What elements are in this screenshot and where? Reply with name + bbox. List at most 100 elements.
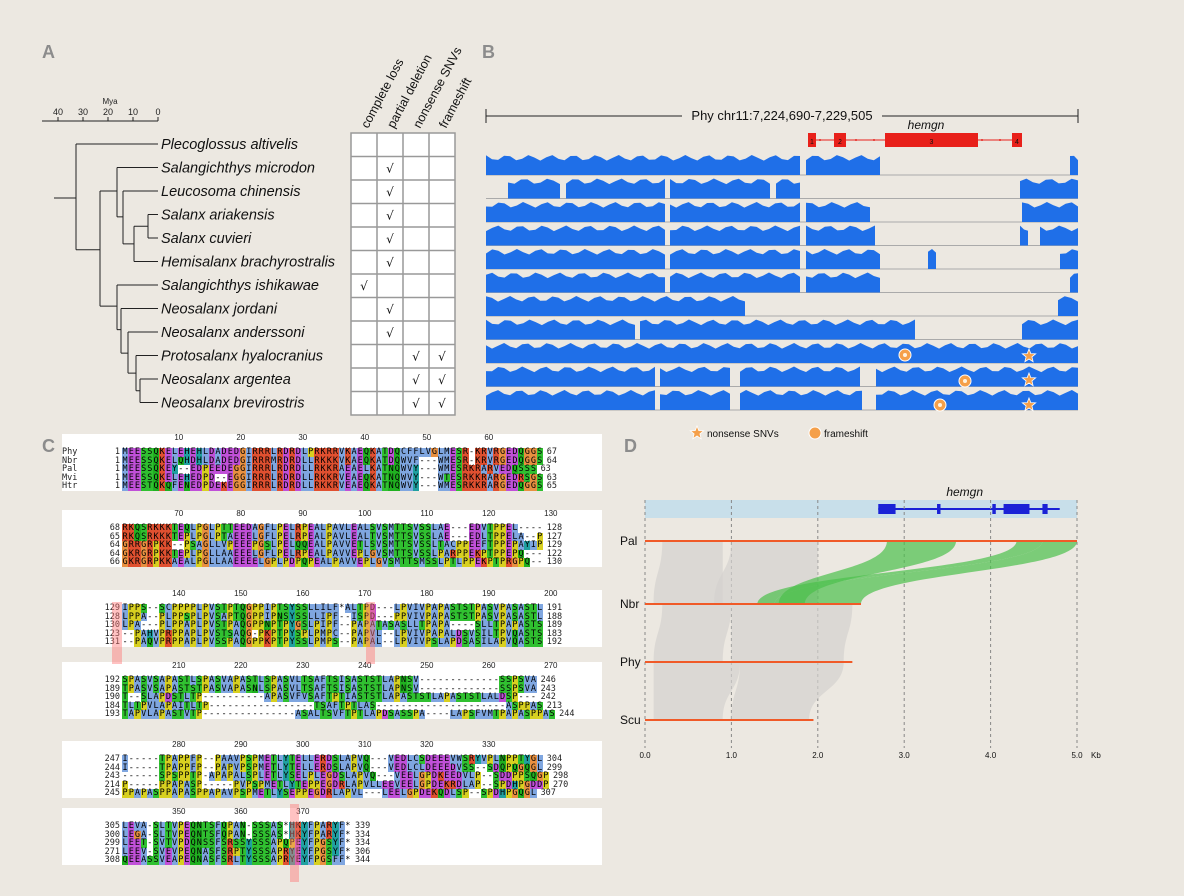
residue: D <box>295 455 302 466</box>
residue: I <box>245 472 252 483</box>
residue: - <box>481 771 487 782</box>
residue: D <box>196 472 203 483</box>
residue: F <box>338 709 345 720</box>
residue: - <box>450 675 456 685</box>
residue: E <box>134 447 141 457</box>
residue: Y <box>289 846 296 857</box>
residue: I <box>344 692 351 703</box>
residue: A <box>375 455 382 466</box>
residue: P <box>183 540 191 551</box>
residue: - <box>215 709 221 720</box>
residue: - <box>128 771 134 782</box>
residue: - <box>153 754 159 764</box>
residue: V <box>208 603 215 613</box>
residue: S <box>499 675 506 685</box>
residue: P <box>251 611 259 622</box>
residue: - <box>141 620 147 631</box>
residue: - <box>227 700 233 711</box>
residue: R <box>295 531 302 542</box>
ruler-tick: 200 <box>544 589 558 598</box>
residue: L <box>289 540 296 551</box>
residue: A <box>338 557 345 568</box>
residue: L <box>307 637 314 648</box>
residue: V <box>171 846 178 857</box>
residue: - <box>153 771 159 782</box>
residue: P <box>443 692 450 703</box>
sequence-start: 189 <box>104 683 120 694</box>
residue: A <box>233 821 240 831</box>
sequence-end: 304 <box>546 754 563 764</box>
residue: F <box>332 700 339 711</box>
residue: A <box>518 603 525 613</box>
residue: A <box>518 709 525 720</box>
residue: A <box>196 540 203 551</box>
residue: P <box>350 754 358 764</box>
residue: - <box>487 675 493 685</box>
residue: Q <box>518 455 525 466</box>
residue: S <box>511 700 518 711</box>
residue: P <box>542 779 549 790</box>
residue: A <box>518 628 525 639</box>
residue: L <box>350 603 358 613</box>
residue: E <box>258 788 265 799</box>
residue: D <box>208 472 215 483</box>
residue: L <box>536 611 543 622</box>
residue: - <box>530 557 537 568</box>
residue: P <box>301 523 308 533</box>
residue: G <box>406 788 413 799</box>
residue: N <box>264 620 271 631</box>
residue: - <box>202 779 209 790</box>
residue: L <box>449 709 457 720</box>
residue: L <box>344 523 351 533</box>
residue: A <box>350 675 358 685</box>
residue: - <box>431 455 438 466</box>
x-tick-label: 2.0 <box>812 751 824 760</box>
residue: Y <box>301 855 308 866</box>
alignment-row: Pal 1 M E E S S Q K E Y - - E D P E E D E G G I R R R L R D R D L L R K K R A… <box>62 465 602 474</box>
residue: A <box>320 557 327 568</box>
residue: P <box>227 611 234 622</box>
residue: A <box>487 472 494 483</box>
residue: K <box>159 455 166 466</box>
residue: - <box>147 611 153 622</box>
sequence-end: 189 <box>546 620 563 631</box>
residue: P <box>159 779 166 790</box>
residue: R <box>289 455 296 466</box>
residue: - <box>425 675 431 685</box>
coverage-block <box>486 202 665 222</box>
residue: A <box>357 637 364 648</box>
residue: P <box>190 637 197 648</box>
residue: Y <box>412 464 419 475</box>
residue: D <box>208 481 215 492</box>
residue: S <box>456 481 463 492</box>
residue: A <box>152 709 160 720</box>
residue: T <box>449 557 457 568</box>
residue: S <box>332 675 339 685</box>
residue: - <box>252 692 258 703</box>
residue: - <box>202 762 209 773</box>
residue: R <box>462 464 469 475</box>
residue: P <box>165 762 172 773</box>
residue: V <box>344 548 351 559</box>
residue: Q <box>146 637 153 648</box>
residue: L <box>493 692 500 703</box>
residue: S <box>183 611 191 622</box>
nonsense-snv-marker <box>1021 396 1037 412</box>
residue: E <box>400 771 407 782</box>
residue: P <box>511 709 518 720</box>
residue: E <box>183 855 191 866</box>
residue: S <box>214 603 221 613</box>
residue: - <box>388 700 394 711</box>
coverage-block <box>1020 225 1028 246</box>
residue: - <box>339 620 345 631</box>
residue: T <box>165 829 172 840</box>
residue: S <box>419 754 426 764</box>
residue: E <box>165 464 172 475</box>
residue: V <box>301 692 308 703</box>
residue: S <box>468 692 475 703</box>
residue: P <box>449 637 457 648</box>
residue: Q <box>394 455 401 466</box>
residue: L <box>258 683 265 694</box>
residue: R <box>258 472 265 483</box>
